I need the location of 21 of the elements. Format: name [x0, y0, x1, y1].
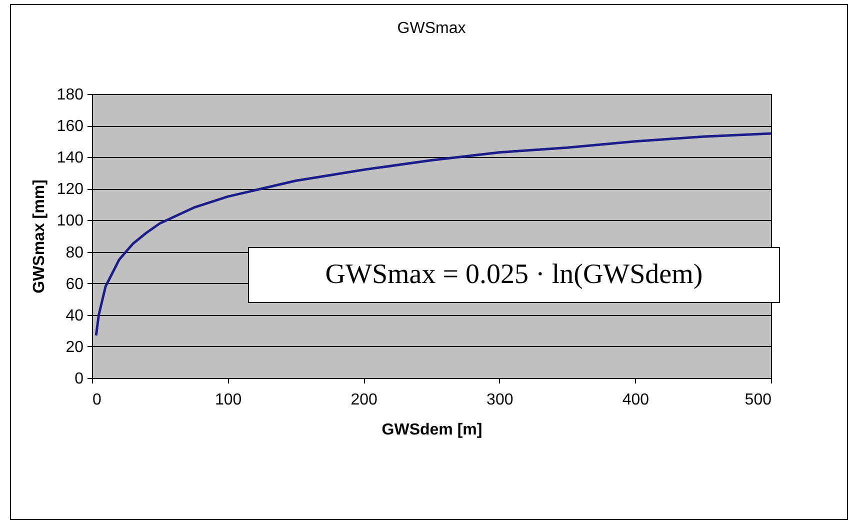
x-tick-label: 300 — [486, 392, 514, 408]
line-series — [94, 132, 771, 337]
y-tick-label: 60 — [66, 276, 84, 293]
y-tick-label: 80 — [66, 244, 84, 262]
x-tick-label: 200 — [350, 392, 378, 408]
y-tick-label: 0 — [74, 370, 84, 388]
x-tick-label: 400 — [622, 392, 650, 408]
chart-title: GWSmax — [397, 20, 466, 37]
x-axis-title: GWSdem [m] — [382, 422, 482, 438]
formula-box: GWSmax = 0.025 · ln(GWSdem) — [248, 247, 780, 303]
y-tick-label: 140 — [56, 150, 84, 167]
y-tick-label: 180 — [56, 86, 84, 104]
y-tick-label: 120 — [56, 181, 84, 198]
y-tick-label: 100 — [56, 212, 84, 230]
y-axis-title: GWSmax [mm] — [30, 180, 48, 294]
y-tick-label: 40 — [66, 307, 84, 324]
x-tick-label: 500 — [744, 392, 772, 408]
y-tick-label: 20 — [66, 338, 84, 356]
y-tick-label: 160 — [56, 118, 84, 136]
x-tick-label: 100 — [214, 392, 242, 408]
x-tick-label: 0 — [92, 392, 102, 408]
